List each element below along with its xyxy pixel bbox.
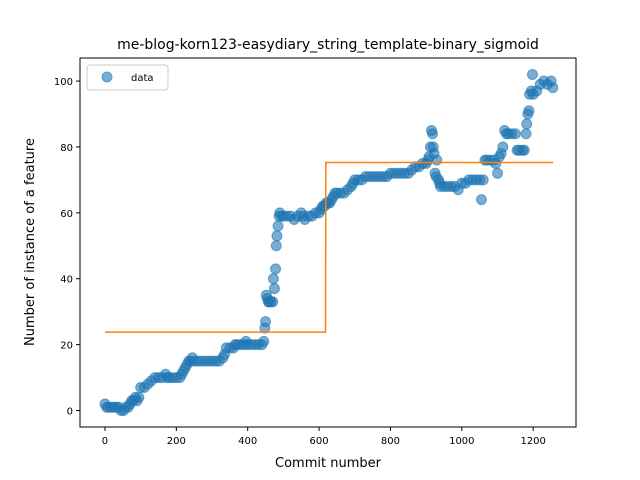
x-tick-label: 200 (167, 436, 186, 447)
data-point (518, 144, 530, 156)
x-tick-label: 1000 (449, 436, 474, 447)
axes-frame (79, 57, 577, 428)
data-point (431, 154, 443, 166)
y-tick-label: 100 (54, 77, 73, 88)
data-point (520, 128, 532, 140)
data-point (509, 128, 521, 140)
legend-label-data: data (131, 73, 154, 84)
y-tick-label: 0 (67, 407, 73, 418)
data-point (133, 391, 145, 403)
data-point (523, 105, 535, 117)
legend: data (86, 64, 169, 91)
data-point (521, 118, 533, 130)
data-point (271, 230, 283, 242)
data-point (475, 194, 487, 206)
legend-box (86, 64, 169, 91)
chart-title: me-blog-korn123-easydiary_string_templat… (117, 37, 539, 53)
data-point (477, 174, 489, 186)
data-point (526, 68, 538, 80)
y-tick-label: 40 (60, 275, 73, 286)
y-axis: 0 20 40 60 80 100 (54, 77, 80, 418)
data-point (267, 273, 279, 285)
x-tick-label: 1200 (520, 436, 545, 447)
data-point (492, 167, 503, 179)
x-tick-label: 400 (238, 436, 257, 447)
x-axis: 0 200 400 600 800 1000 1200 (102, 427, 546, 447)
y-tick-label: 80 (60, 143, 73, 154)
data-point (497, 141, 509, 153)
data-point (260, 316, 272, 328)
data-point (272, 220, 284, 232)
data-point (270, 263, 282, 275)
fit-line (104, 161, 554, 333)
plot-area (99, 68, 559, 417)
x-tick-label: 600 (310, 436, 329, 447)
data-point (547, 82, 559, 94)
x-tick-label: 800 (381, 436, 400, 447)
data-point (268, 283, 280, 295)
y-axis-label: Number of instance of a feature (23, 138, 38, 346)
legend-marker-data (101, 71, 113, 83)
y-tick-label: 20 (60, 341, 73, 352)
data-point (267, 296, 279, 308)
data-point (427, 128, 439, 140)
data-point (258, 335, 270, 347)
y-tick-label: 60 (60, 209, 73, 220)
x-axis-label: Commit number (275, 456, 382, 471)
x-tick-label: 0 (102, 436, 108, 447)
data-point (270, 240, 282, 252)
